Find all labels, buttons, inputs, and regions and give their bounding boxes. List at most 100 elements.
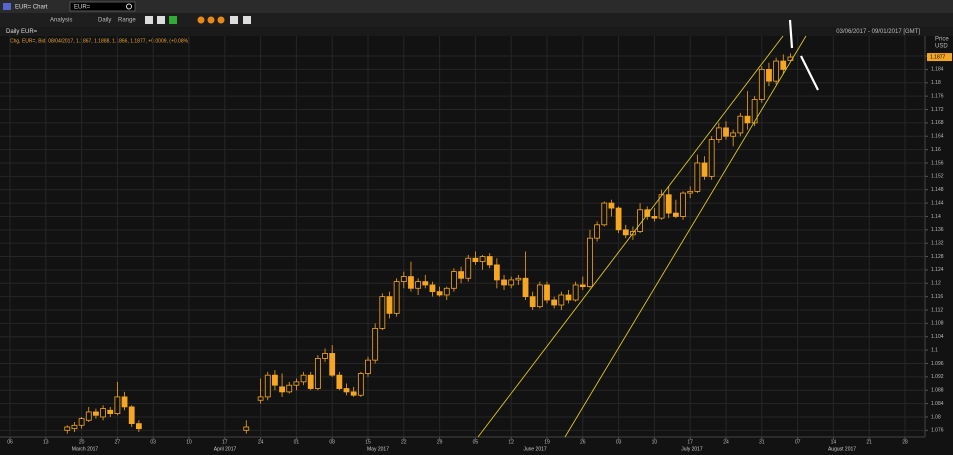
candle-body: [508, 279, 515, 286]
candle-body: [737, 115, 744, 134]
interval-button[interactable]: Daily: [98, 18, 111, 24]
candle-body: [422, 281, 429, 286]
candle-body: [451, 271, 457, 289]
candle-body: [114, 396, 121, 415]
candle-body: [651, 216, 658, 219]
candle-body: [350, 391, 357, 396]
tool-icon[interactable]: [157, 16, 165, 24]
y-tick-label: 1.08: [931, 414, 941, 420]
y-tick-label: 1.148: [931, 187, 944, 193]
candle-body: [579, 284, 586, 288]
x-tick-label: 19: [544, 439, 550, 445]
search-box[interactable]: [69, 1, 136, 12]
tool-icon[interactable]: [217, 16, 225, 24]
y-tick-label: 1.1: [931, 347, 938, 353]
candle-body: [572, 284, 579, 301]
month-label: June 2017: [523, 446, 547, 452]
candle-body: [715, 127, 722, 140]
x-tick-label: 27: [115, 439, 121, 445]
search-icon[interactable]: [126, 3, 132, 10]
candle-body: [343, 388, 350, 393]
candle-body: [587, 237, 593, 288]
toolbar: [0, 13, 953, 27]
analysis-button[interactable]: Analysis: [50, 18, 72, 24]
plot: 1.076 1.08 1.084 1.088 1.092 1.096 1.1 1.104 1.1…: [0, 36, 952, 452]
y-tick-label: 1.16: [931, 147, 941, 153]
tool-icon[interactable]: [207, 16, 215, 24]
candle-body: [766, 69, 772, 82]
candle-body: [415, 281, 422, 289]
x-tick-label: 03: [150, 439, 156, 445]
candle-body: [751, 99, 758, 124]
candle-body: [135, 423, 142, 430]
app-icon: [3, 3, 11, 10]
y-tick-label: 1.184: [931, 67, 944, 73]
candle-body: [594, 224, 601, 239]
y-tick-label: 1.132: [931, 241, 944, 247]
candle-body: [329, 353, 336, 376]
candle-body: [658, 194, 665, 219]
month-label: April 2017: [214, 446, 237, 452]
x-tick-label: 31: [759, 439, 765, 445]
tool-icon[interactable]: [197, 16, 205, 24]
y-tick-label: 1.096: [931, 361, 944, 367]
x-tick-label: 22: [401, 439, 407, 445]
candle-body: [694, 162, 701, 192]
candle-body: [565, 294, 572, 301]
candle-body: [665, 194, 672, 214]
chart-title: Daily EUR=: [6, 29, 38, 35]
currency-label: USD: [935, 44, 948, 50]
tool-icon[interactable]: [145, 16, 153, 24]
candle-body: [279, 386, 285, 393]
candle-body: [601, 202, 608, 226]
x-tick-label: 21: [866, 439, 872, 445]
y-tick-label: 1.108: [931, 321, 944, 327]
x-tick-label: 08: [329, 439, 335, 445]
y-tick-label: 1.076: [931, 428, 944, 434]
search-text[interactable]: EUR=: [74, 5, 91, 11]
candle-body: [780, 60, 787, 70]
annotation-stroke: [800, 55, 819, 91]
x-tick-label: 15: [365, 439, 371, 445]
candle-body: [300, 374, 307, 383]
candle-body: [493, 264, 500, 281]
y-tick-label: 1.152: [931, 174, 944, 180]
candle-body: [408, 276, 414, 289]
candle-body: [744, 115, 751, 124]
title-bar: [0, 0, 953, 13]
candle-body: [536, 284, 543, 308]
candle-body: [687, 190, 694, 194]
candle-body: [372, 327, 379, 361]
x-tick-label: 14: [831, 439, 837, 445]
candle-body: [787, 56, 794, 61]
candle-body: [558, 294, 565, 306]
range-button[interactable]: Range: [118, 18, 136, 24]
channel-line: [564, 35, 807, 438]
tool-icon[interactable]: [230, 16, 238, 24]
candle-body: [257, 396, 264, 401]
price-tag-label: 1.1877: [930, 54, 946, 60]
price-tag: [927, 53, 952, 62]
candle-body: [472, 257, 479, 262]
candle-body: [71, 424, 78, 430]
candle-body: [551, 299, 558, 306]
candle-body: [286, 384, 293, 393]
candle-body: [386, 296, 393, 314]
candle-body: [365, 359, 371, 374]
candle-body: [465, 257, 472, 279]
candle-body: [314, 358, 321, 389]
x-tick-label: 12: [508, 439, 514, 445]
x-tick-label: 01: [294, 439, 300, 445]
tool-icon[interactable]: [169, 16, 177, 24]
y-tick-label: 1.176: [931, 93, 944, 99]
tool-icon[interactable]: [243, 16, 251, 24]
candle-body: [243, 426, 250, 431]
month-label: March 2017: [72, 446, 99, 452]
candle-body: [121, 396, 128, 408]
y-tick-label: 1.168: [931, 120, 944, 126]
y-tick-label: 1.128: [931, 254, 944, 260]
candle-body: [608, 202, 615, 209]
candle-body: [128, 406, 135, 425]
